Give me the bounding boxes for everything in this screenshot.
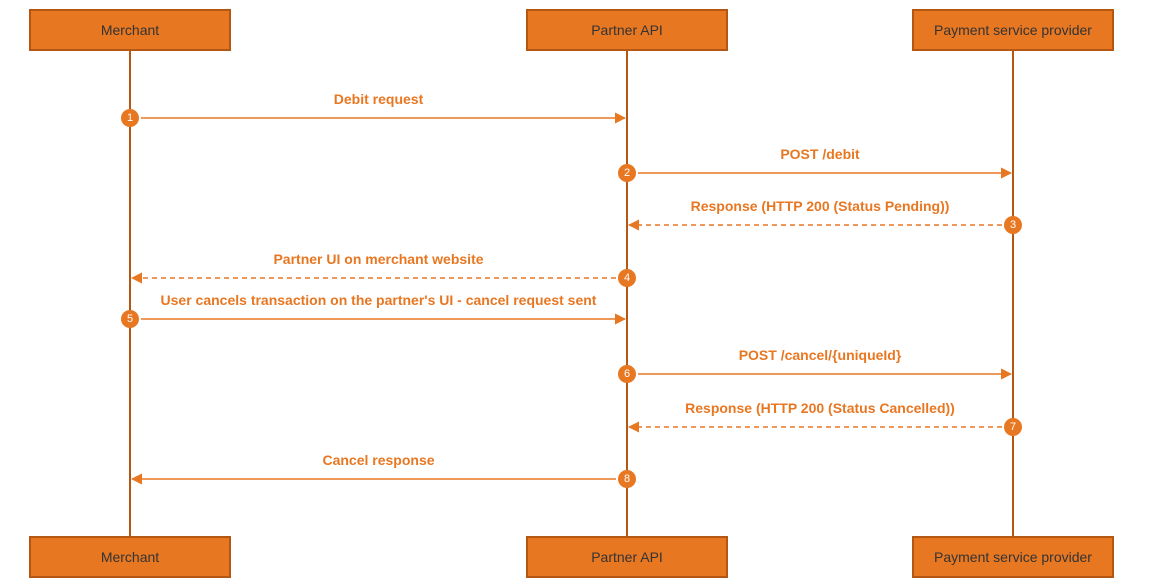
participant-label-partner: Partner API [591,22,663,38]
step-number-4: 4 [624,272,630,284]
message-label-2: POST /debit [780,146,860,162]
step-number-5: 5 [127,313,133,325]
step-number-2: 2 [624,167,630,179]
step-number-7: 7 [1010,421,1016,433]
participant-label-merchant: Merchant [101,549,159,565]
sequence-diagram: Merchant Merchant Partner API Partner API Pa… [0,0,1150,587]
step-number-3: 3 [1010,219,1016,231]
message-label-8: Cancel response [322,452,434,468]
step-number-1: 1 [127,112,133,124]
participant-label-partner: Partner API [591,549,663,565]
step-number-8: 8 [624,473,630,485]
message-label-7: Response (HTTP 200 (Status Cancelled)) [685,400,955,416]
step-number-6: 6 [624,368,630,380]
message-label-6: POST /cancel/{uniqueId} [739,347,902,363]
participant-label-psp: Payment service provider [934,549,1092,565]
participant-label-merchant: Merchant [101,22,159,38]
message-label-5: User cancels transaction on the partner'… [161,292,597,308]
message-label-4: Partner UI on merchant website [273,251,483,267]
message-label-3: Response (HTTP 200 (Status Pending)) [691,198,950,214]
participant-label-psp: Payment service provider [934,22,1092,38]
message-label-1: Debit request [334,91,424,107]
